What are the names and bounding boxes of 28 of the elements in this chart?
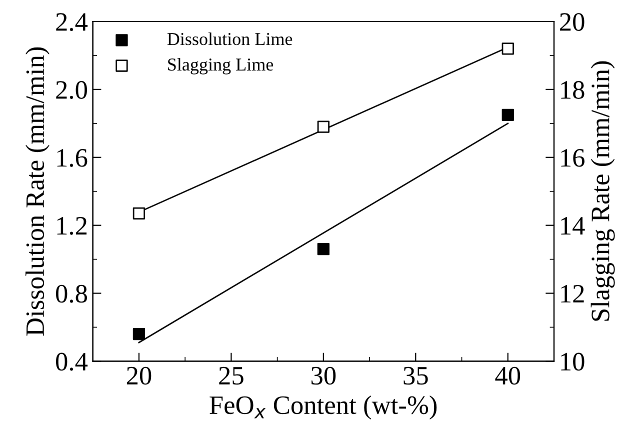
x-axis-title: FeO$_{x}$ Content (wt-%) bbox=[210, 396, 437, 420]
y2-axis-title: Slagging Rate (mm/min) bbox=[590, 61, 615, 321]
x-tick-label: 20 bbox=[126, 366, 152, 385]
legend-label: Dissolution Lime bbox=[167, 32, 292, 46]
point bbox=[502, 42, 514, 55]
y-axis-title: Dissolution Rate (mm/min) bbox=[26, 47, 50, 336]
y-tick-label: 1.2 bbox=[57, 217, 87, 235]
y2-tick-label: 18 bbox=[561, 81, 584, 99]
y-tick-label: 2.0 bbox=[56, 81, 87, 99]
y2-tick-label: 14 bbox=[561, 217, 585, 234]
point bbox=[317, 120, 330, 133]
point bbox=[502, 108, 514, 121]
y2-tick-label: 12 bbox=[561, 284, 584, 302]
point bbox=[132, 328, 146, 340]
y-tick-label: 1.6 bbox=[57, 149, 88, 167]
x-tick-label: 25 bbox=[219, 366, 244, 385]
y-tick-label: 0.4 bbox=[56, 352, 88, 371]
x-tick-label: 35 bbox=[404, 366, 428, 385]
y-tick-label: 2.4 bbox=[56, 13, 88, 32]
y2-tick-label: 20 bbox=[560, 13, 584, 31]
x-tick-label: 40 bbox=[495, 366, 520, 385]
point bbox=[317, 243, 330, 256]
y2-tick-label: 10 bbox=[561, 352, 584, 371]
point bbox=[132, 207, 146, 220]
x-tick-label: 30 bbox=[311, 366, 336, 385]
y-tick-label: 0.8 bbox=[56, 284, 87, 303]
y2-tick-label: 16 bbox=[561, 149, 584, 167]
legend-label: Slagging Lime bbox=[168, 58, 274, 74]
